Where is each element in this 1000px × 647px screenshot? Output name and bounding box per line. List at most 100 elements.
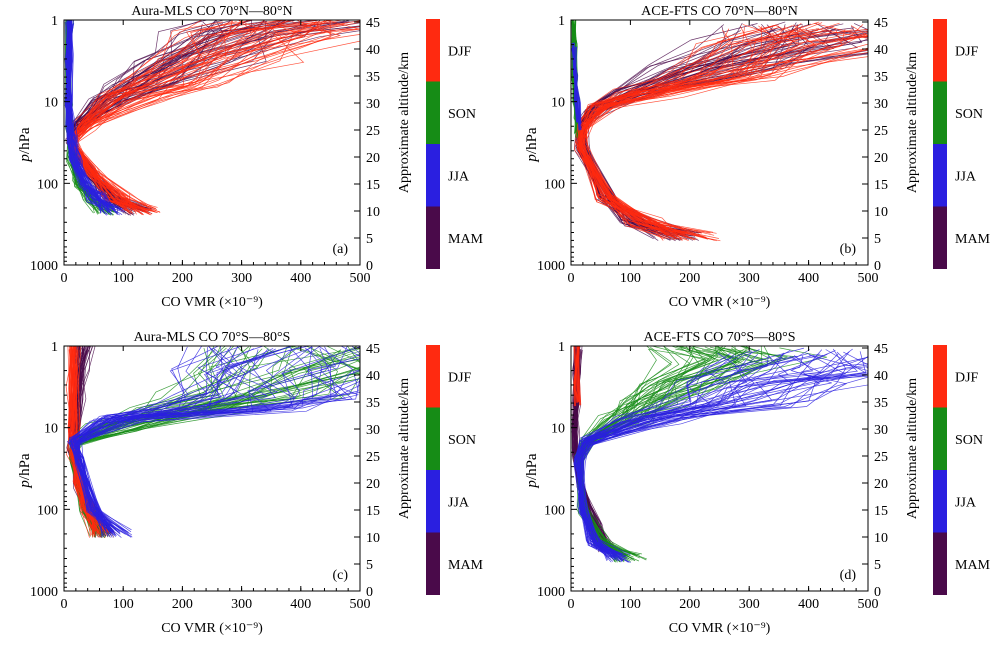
profile-line-son: [70, 349, 342, 533]
profile-line-djf: [71, 21, 342, 215]
y-tick-label: 1: [51, 14, 58, 29]
profile-line-son: [580, 347, 788, 557]
y2-tick-label: 30: [874, 97, 888, 112]
y2-tick-label: 30: [874, 423, 888, 438]
colorbar-label: DJF: [955, 370, 979, 385]
y-tick-label: 1: [558, 340, 565, 355]
profile-line-jja: [68, 348, 243, 533]
y2-tick-label: 15: [874, 178, 888, 193]
y-tick-label: 100: [544, 177, 565, 192]
plot-frame: [63, 19, 361, 266]
y-tick-label: 1: [51, 340, 58, 355]
y2-tick-label: 25: [874, 124, 888, 139]
profile-line-jja: [77, 392, 360, 530]
profile-line-jja: [66, 20, 115, 212]
profile-line-jja: [64, 23, 107, 216]
profile-line-son: [73, 349, 352, 535]
colorbar-label: SON: [955, 107, 983, 122]
season-colorbar: DJF SON JJA MAM: [933, 19, 991, 269]
colorbar-label: DJF: [955, 44, 979, 59]
profile-line-son: [68, 346, 297, 538]
profile-line-jja: [575, 355, 814, 555]
profile-line-jja: [73, 346, 302, 531]
series-lines: [64, 20, 360, 216]
panel-label: (d): [840, 568, 857, 583]
colorbar-label: DJF: [448, 370, 472, 385]
x-tick-label: 200: [679, 597, 700, 612]
y2-tick-label: 40: [366, 43, 380, 58]
profile-line-djf: [69, 20, 255, 212]
y-tick-label: 10: [44, 96, 58, 111]
panel-label: (c): [332, 568, 348, 583]
x-tick-label: 100: [113, 597, 134, 612]
x-tick-label: 500: [858, 597, 879, 612]
chart-title: ACE-FTS CO 70°S—80°S: [643, 330, 795, 345]
profile-line-djf: [73, 34, 360, 208]
y2-tick-label: 0: [366, 585, 373, 600]
season-colorbar: DJF SON JJA MAM: [426, 345, 484, 595]
y2-tick-label: 20: [366, 477, 380, 492]
season-colorbar: DJF SON JJA MAM: [426, 19, 484, 269]
chart-title: Aura-MLS CO 70°N—80°N: [131, 4, 292, 19]
x-tick-label: 300: [739, 271, 760, 286]
colorbar-segment-djf: [426, 19, 440, 82]
profile-line-djf: [71, 23, 345, 213]
y2-tick-label: 15: [366, 504, 380, 519]
profile-line-son: [71, 346, 294, 534]
x-axis-label: CO VMR (×10⁻⁹): [669, 621, 771, 636]
profile-line-son: [579, 346, 771, 560]
x-tick-label: 0: [568, 271, 575, 286]
y2-tick-label: 40: [874, 369, 888, 384]
colorbar-label: DJF: [448, 44, 472, 59]
colorbar-segment-mam: [426, 206, 440, 269]
profile-line-jja: [582, 366, 868, 558]
colorbar-segment-jja: [933, 144, 947, 207]
x-tick-label: 500: [858, 271, 879, 286]
profile-line-son: [71, 350, 360, 536]
x-tick-label: 300: [231, 271, 252, 286]
profile-line-djf: [576, 25, 780, 241]
profile-line-mam: [576, 24, 725, 233]
y2-tick-label: 40: [366, 369, 380, 384]
colorbar-segment-son: [426, 407, 440, 470]
profile-line-djf: [69, 20, 203, 213]
x-tick-label: 400: [798, 271, 819, 286]
colorbar-segment-mam: [933, 532, 947, 595]
y2-tick-label: 35: [874, 70, 888, 85]
y2-tick-label: 40: [874, 43, 888, 58]
x-tick-label: 200: [679, 271, 700, 286]
profile-line-djf: [68, 21, 237, 209]
profile-line-jja: [574, 353, 821, 555]
colorbar-segment-jja: [933, 470, 947, 533]
x-tick-label: 0: [568, 597, 575, 612]
profile-line-jja: [576, 351, 868, 563]
series-lines: [65, 346, 360, 539]
profile-line-djf: [71, 20, 287, 215]
profile-line-mam: [584, 53, 868, 236]
y-tick-label: 1000: [30, 585, 58, 600]
plot-frame: [570, 19, 869, 266]
profile-line-jja: [68, 20, 124, 213]
y2-tick-label: 20: [874, 151, 888, 166]
profile-line-son: [70, 359, 360, 531]
x-tick-label: 500: [350, 597, 371, 612]
colorbar-label: JJA: [448, 495, 470, 510]
y2-tick-label: 5: [874, 232, 881, 247]
plot-frame: [63, 345, 361, 592]
profile-line-djf: [67, 20, 257, 209]
season-colorbar: DJF SON JJA MAM: [933, 345, 991, 595]
y2-tick-label: 0: [366, 259, 373, 274]
y2-axis-label: Approximate altitude/km: [905, 52, 920, 193]
profile-line-jja: [577, 349, 791, 556]
x-axis-label: CO VMR (×10⁻⁹): [161, 621, 263, 636]
y-tick-label: 100: [37, 503, 58, 518]
panel-label: (b): [840, 242, 857, 257]
profile-line-son: [579, 349, 736, 557]
y2-tick-label: 10: [366, 531, 380, 546]
y-axis-label: p/hPa: [524, 127, 540, 163]
colorbar-label: MAM: [955, 558, 991, 573]
x-tick-label: 400: [798, 597, 819, 612]
profile-line-djf: [69, 20, 360, 214]
